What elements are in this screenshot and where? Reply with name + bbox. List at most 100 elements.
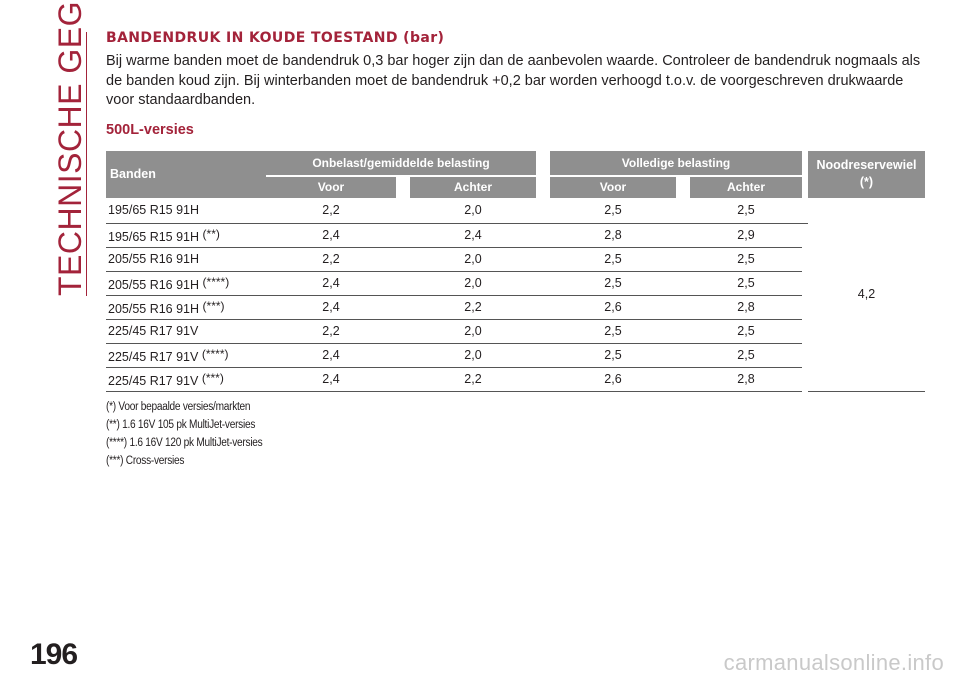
tyre-size-cell: 225/45 R17 91V [106, 319, 266, 344]
gap-cell [536, 247, 550, 272]
table-row: 205/55 R16 91H 2,2 2,0 2,5 2,5 [106, 247, 925, 272]
gap-cell [536, 343, 550, 368]
tyre-size-cell: 205/55 R16 91H (***) [106, 295, 266, 320]
front-loaded-cell: 2,5 [550, 271, 676, 296]
tyre-size-cell: 205/55 R16 91H (****) [106, 271, 266, 296]
gap-cell [676, 343, 690, 368]
front-unloaded-cell: 2,2 [266, 319, 396, 344]
gap-cell [396, 295, 410, 320]
rear-loaded-cell: 2,8 [690, 367, 802, 392]
table-row: 225/45 R17 91V (***) 2,4 2,2 2,6 2,8 [106, 367, 925, 392]
tyre-pressure-table: Banden Onbelast/gemiddelde belasting Vol… [106, 150, 925, 392]
footnote: (***) Cross-versies [106, 454, 185, 467]
version-subheading: 500L-versies [106, 121, 194, 138]
intro-paragraph: Bij warme banden moet de bandendruk 0,3 … [106, 53, 921, 108]
footnote-marker: (****) [202, 274, 230, 289]
front-loaded-cell: 2,5 [550, 197, 676, 224]
gap-cell [396, 367, 410, 392]
tyre-size: 195/65 R15 91H [108, 229, 200, 244]
front-loaded-cell: 2,5 [550, 343, 676, 368]
footnote: (*) Voor bepaalde versies/markten [106, 400, 251, 413]
table-row: 205/55 R16 91H (****) 2,4 2,0 2,5 2,5 [106, 271, 925, 296]
subheader-rear-loaded: Achter [690, 174, 802, 198]
footnote-marker: (***) [201, 370, 224, 385]
main-content: BANDENDRUK IN KOUDE TOESTAND (bar) Bij w… [106, 30, 928, 470]
table-row: 195/65 R15 91H 2,2 2,0 2,5 2,5 4,2 [106, 197, 925, 392]
rear-loaded-cell: 2,5 [690, 319, 802, 344]
side-divider [86, 32, 87, 296]
footnote: (**) 1.6 16V 105 pk MultiJet-versies [106, 418, 256, 431]
tyre-size-cell: 205/55 R16 91H [106, 247, 266, 272]
front-unloaded-cell: 2,4 [266, 367, 396, 392]
footnote: (****) 1.6 16V 120 pk MultiJet-versies [106, 436, 263, 449]
subheader-gap [396, 174, 410, 198]
rear-unloaded-cell: 2,0 [410, 319, 536, 344]
tyre-size-cell: 225/45 R17 91V (****) [106, 343, 266, 368]
gap-cell [676, 295, 690, 320]
front-unloaded-cell: 2,4 [266, 223, 396, 248]
rear-loaded-cell: 2,9 [690, 223, 802, 248]
gap-cell [802, 197, 808, 224]
tyre-size: 225/45 R17 91V [108, 349, 199, 364]
subheader-rear-unloaded: Achter [410, 174, 536, 198]
rear-loaded-cell: 2,5 [690, 197, 802, 224]
front-unloaded-cell: 2,2 [266, 247, 396, 272]
front-unloaded-cell: 2,4 [266, 295, 396, 320]
gap-cell [396, 343, 410, 368]
rear-unloaded-cell: 2,4 [410, 223, 536, 248]
gap-cell [536, 271, 550, 296]
watermark: carmanualsonline.info [723, 650, 944, 675]
front-loaded-cell: 2,5 [550, 247, 676, 272]
tyre-size: 225/45 R17 91V [108, 373, 199, 388]
gap-cell [396, 247, 410, 272]
table-row: 205/55 R16 91H (***) 2,4 2,2 2,6 2,8 [106, 295, 925, 320]
side-section-title-text: TECHNISCHE GEGEVENS [52, 0, 88, 296]
gap-cell [396, 271, 410, 296]
footnote-marker: (****) [201, 346, 229, 361]
tyre-size: 195/65 R15 91H [108, 203, 200, 217]
front-unloaded-cell: 2,2 [266, 197, 396, 224]
subheader-front-unloaded: Voor [266, 174, 396, 198]
gap-cell [676, 271, 690, 296]
footnotes: (*) Voor bepaalde versies/markten (**) 1… [106, 398, 928, 470]
rear-unloaded-cell: 2,2 [410, 367, 536, 392]
rear-unloaded-cell: 2,0 [410, 343, 536, 368]
page-number: 196 [30, 638, 78, 671]
subheader-front-loaded: Voor [550, 174, 676, 198]
table-body: 195/65 R15 91H 2,2 2,0 2,5 2,5 4,2 195/65 R15 … [106, 197, 925, 392]
front-loaded-cell: 2,6 [550, 295, 676, 320]
gap-cell [536, 319, 550, 344]
gap-cell [676, 367, 690, 392]
gap-cell [536, 295, 550, 320]
group-header-unloaded: Onbelast/gemiddelde belasting [266, 150, 536, 176]
tyre-size: 225/45 R17 91V [108, 324, 199, 338]
gap-cell [536, 367, 550, 392]
rear-loaded-cell: 2,5 [690, 247, 802, 272]
subheader-gap [676, 174, 690, 198]
gap-cell [396, 319, 410, 344]
header-gap [536, 150, 550, 198]
tyre-size-cell: 195/65 R15 91H (**) [106, 223, 266, 248]
section-heading: BANDENDRUK IN KOUDE TOESTAND (bar) [106, 30, 445, 46]
rear-loaded-cell: 2,5 [690, 271, 802, 296]
rear-loaded-cell: 2,8 [690, 295, 802, 320]
gap-cell [396, 223, 410, 248]
tyre-size-cell: 195/65 R15 91H [106, 197, 266, 224]
spare-header-line2: (*) [859, 175, 874, 189]
front-unloaded-cell: 2,4 [266, 271, 396, 296]
spare-header-line1: Noodreservewiel [816, 158, 917, 172]
rear-unloaded-cell: 2,0 [410, 197, 536, 224]
tyre-size-cell: 225/45 R17 91V (***) [106, 367, 266, 392]
gap-cell [676, 223, 690, 248]
front-loaded-cell: 2,8 [550, 223, 676, 248]
header-gap [802, 150, 808, 198]
table-row: 225/45 R17 91V 2,2 2,0 2,5 2,5 [106, 319, 925, 344]
footnote-marker: (***) [202, 298, 225, 313]
rear-unloaded-cell: 2,0 [410, 271, 536, 296]
front-unloaded-cell: 2,4 [266, 343, 396, 368]
tyre-size: 205/55 R16 91H [108, 252, 200, 266]
gap-cell [536, 197, 550, 224]
rear-loaded-cell: 2,5 [690, 343, 802, 368]
gap-cell [676, 319, 690, 344]
footnote-marker: (**) [202, 226, 220, 241]
